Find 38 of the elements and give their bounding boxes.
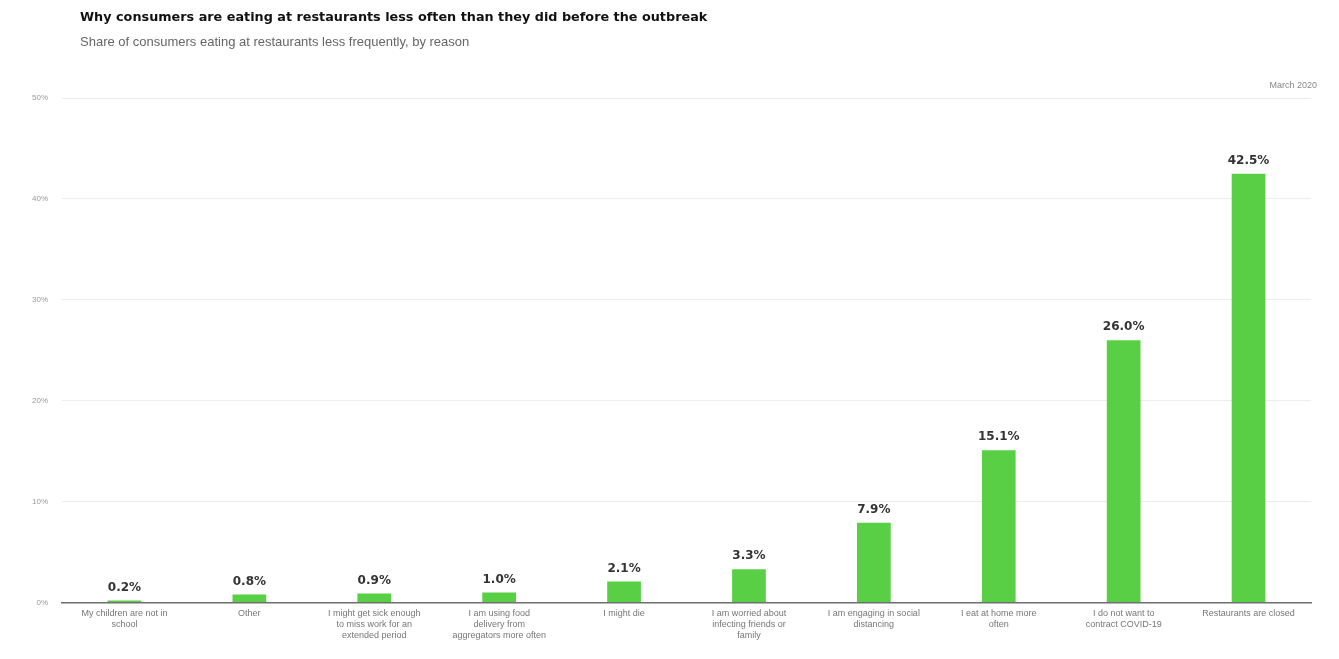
x-tick-label: I do not want to contract COVID-19	[1085, 608, 1162, 630]
bar	[981, 450, 1016, 603]
bar	[232, 594, 267, 603]
data-label: 42.5%	[1227, 152, 1270, 167]
data-label: 3.3%	[732, 548, 766, 563]
data-label: 26.0%	[1102, 319, 1145, 334]
x-tick-label: Restaurants are closed	[1202, 608, 1295, 619]
data-label: 0.2%	[107, 579, 142, 594]
bar	[732, 569, 766, 603]
y-tick-label: 40%	[32, 194, 49, 204]
x-tick-label: I might die	[603, 608, 645, 619]
x-tick-label: I eat at home more often	[960, 608, 1037, 630]
data-label: 0.9%	[357, 572, 391, 587]
chart-title: Why consumers are eating at restaurants less often than they did before the outbreak	[80, 9, 708, 24]
bar	[1106, 340, 1141, 603]
x-tick-label: I am using food delivery from aggregators more often	[452, 608, 546, 641]
bar	[1231, 173, 1266, 603]
data-label: 15.1%	[977, 429, 1020, 444]
y-tick-label: 50%	[32, 93, 49, 103]
x-tick-label: I am engaging in social distancing	[827, 608, 920, 630]
x-tick-label: My children are not in school	[81, 608, 168, 630]
data-label: 7.9%	[857, 502, 891, 516]
x-tick-label: Other	[238, 608, 261, 619]
chart-subtitle: Share of consumers eating at restaurants less frequently, by reason	[80, 34, 470, 49]
text: March 2020	[1269, 80, 1317, 90]
data-label: 2.1%	[607, 560, 641, 575]
data-label: 0.8%	[232, 573, 266, 588]
y-tick-label: 0%	[36, 597, 49, 607]
bar	[607, 581, 641, 603]
bar	[482, 592, 517, 603]
data-label: 1.0%	[482, 571, 516, 586]
bar	[856, 522, 891, 603]
y-tick-label: 20%	[32, 395, 49, 405]
x-tick-label: I might get sick enough to miss work for an extended period	[327, 608, 421, 641]
x-tick-label: I am worried about infecting friends or family	[711, 608, 787, 641]
y-tick-label: 10%	[32, 496, 49, 506]
bar	[357, 593, 392, 603]
y-tick-label: 30%	[32, 295, 49, 305]
